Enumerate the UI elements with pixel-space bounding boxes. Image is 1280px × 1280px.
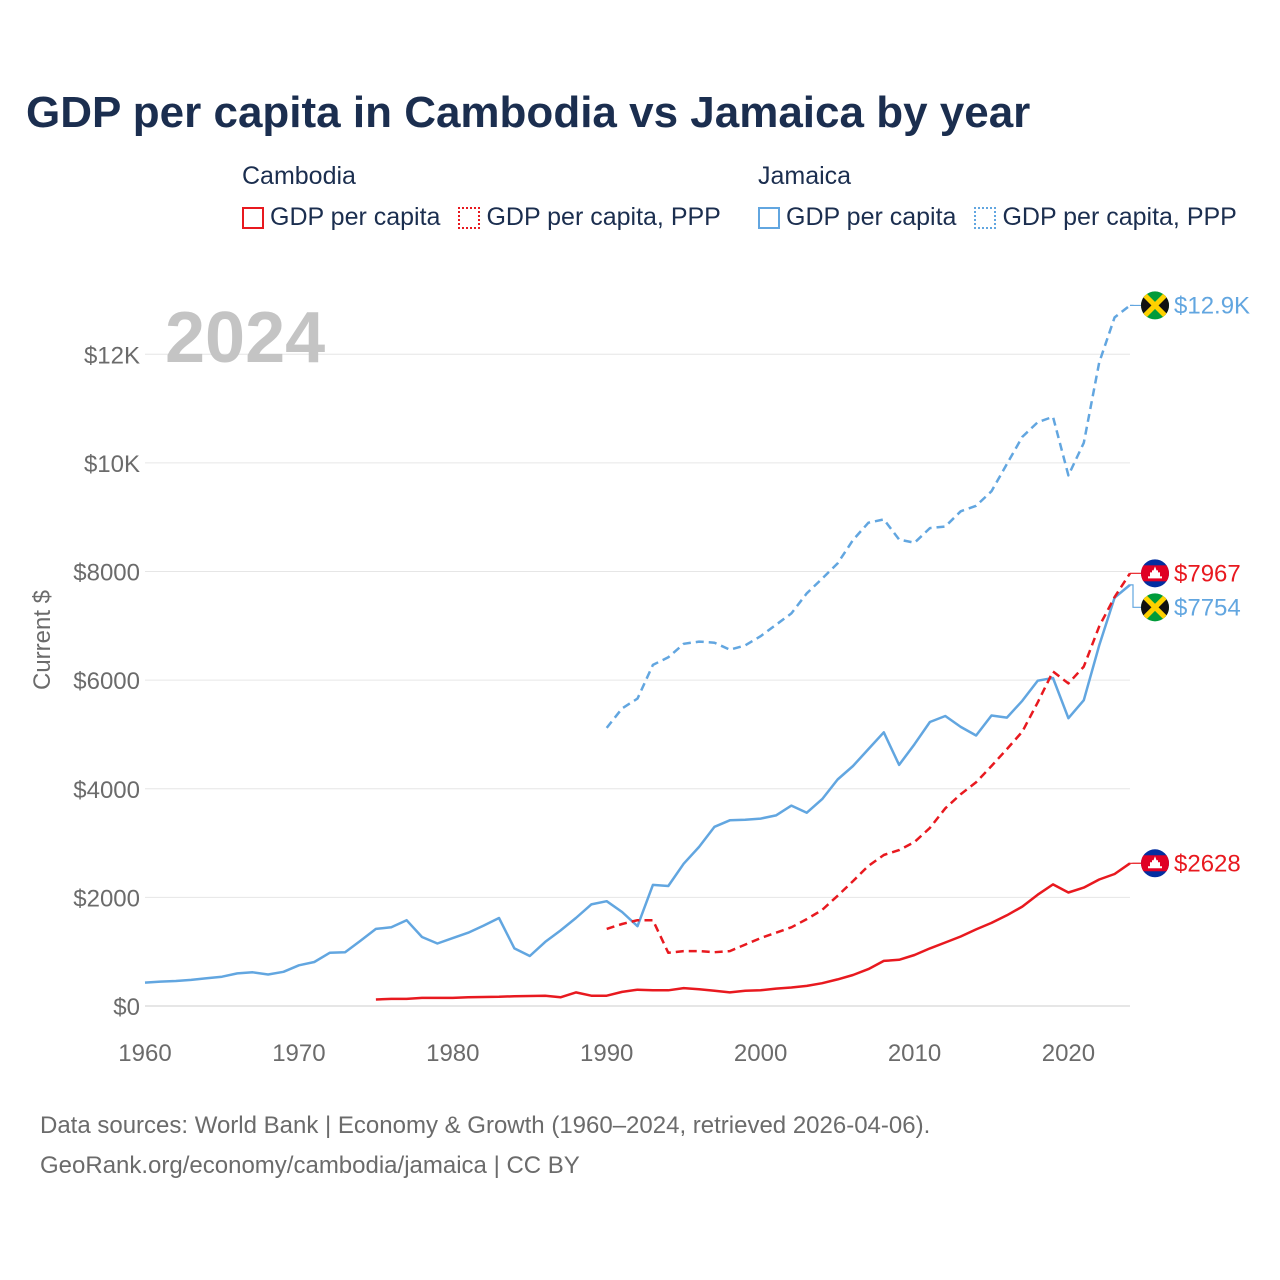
series-lines — [144, 304, 1132, 1001]
cambodia-flag-icon — [1141, 849, 1169, 878]
cambodia-flag-icon — [1141, 559, 1169, 588]
end-label-jamaica: $7754 — [1174, 594, 1241, 621]
legend-cambodia-gdp-ppp[interactable]: GDP per capita, PPP — [458, 203, 721, 232]
legend-swatch-solid — [758, 206, 780, 229]
series-line-jamaica-ppp[interactable] — [605, 304, 1131, 729]
legend-label: GDP per capita — [270, 203, 441, 231]
flag-triangle-black — [1141, 593, 1155, 622]
series-line-cambodia-ppp[interactable] — [606, 572, 1132, 955]
x-tick-label: 1980 — [426, 1040, 479, 1067]
flag-temple — [1148, 856, 1162, 869]
legend-group-title: Jamaica — [758, 162, 852, 190]
legend-cambodia-gdp[interactable]: GDP per capita — [242, 203, 440, 232]
end-label-jamaica-ppp: $12.9K — [1174, 292, 1250, 319]
y-tick-label: $0 — [113, 994, 140, 1021]
data-sources: Data sources: World Bank | Economy & Gro… — [40, 1106, 930, 1186]
legend-jamaica-gdp-ppp[interactable]: GDP per capita, PPP — [974, 203, 1237, 232]
flag-temple — [1148, 566, 1162, 579]
flag-triangle-black — [1155, 291, 1169, 320]
legend-jamaica-gdp[interactable]: GDP per capita — [758, 203, 956, 232]
series-line-cambodia[interactable] — [375, 862, 1131, 1001]
y-tick-label: $4000 — [73, 777, 140, 804]
gridlines — [145, 353, 1130, 1007]
legend-group-title: Cambodia — [242, 162, 356, 190]
legend-swatch-dotted — [458, 206, 481, 229]
legend-label: GDP per capita, PPP — [1002, 203, 1237, 231]
y-tick-label: $6000 — [73, 668, 140, 695]
y-tick-label: $8000 — [73, 560, 140, 587]
jamaica-flag-icon — [1141, 291, 1169, 320]
legend-label: GDP per capita — [786, 203, 957, 231]
y-axis-label: Current $ — [29, 590, 56, 690]
series-line-jamaica[interactable] — [144, 583, 1131, 984]
chart-title: GDP per capita in Cambodia vs Jamaica by… — [26, 88, 1031, 137]
source-link[interactable]: GeoRank.org/economy/cambodia/jamaica | C… — [40, 1152, 580, 1179]
end-label-cambodia-ppp: $7967 — [1174, 560, 1241, 587]
x-tick-label: 2010 — [888, 1040, 941, 1067]
legend-label: GDP per capita, PPP — [486, 203, 721, 231]
legend-group-cambodia: Cambodia GDP per capita GDP per capita, … — [242, 162, 721, 232]
legend-swatch-solid — [242, 206, 264, 229]
y-tick-label: $2000 — [73, 885, 140, 912]
end-labels: $12.9K $7967 $7754 $2628 — [1130, 291, 1250, 878]
label-connector — [1130, 584, 1141, 608]
x-tick-label: 1960 — [118, 1040, 171, 1067]
legend-group-jamaica: Jamaica GDP per capita GDP per capita, P… — [758, 162, 1237, 232]
flag-triangle-black — [1141, 291, 1155, 320]
y-tick-label: $10K — [84, 451, 140, 478]
jamaica-flag-icon — [1141, 593, 1169, 622]
year-watermark: 2024 — [165, 298, 325, 378]
x-tick-label: 1970 — [272, 1040, 325, 1067]
y-tick-label: $12K — [84, 342, 140, 369]
source-line: Data sources: World Bank | Economy & Gro… — [40, 1112, 931, 1139]
axes: $0 $2000 $4000 $6000 $8000 $10K $12K 1960 1970 19… — [73, 342, 1095, 1067]
end-label-cambodia: $2628 — [1174, 850, 1241, 877]
x-tick-label: 2000 — [734, 1040, 787, 1067]
legend-swatch-dotted — [974, 206, 997, 229]
x-tick-label: 1990 — [580, 1040, 633, 1067]
flag-triangle-black — [1155, 593, 1169, 622]
x-tick-label: 2020 — [1042, 1040, 1095, 1067]
